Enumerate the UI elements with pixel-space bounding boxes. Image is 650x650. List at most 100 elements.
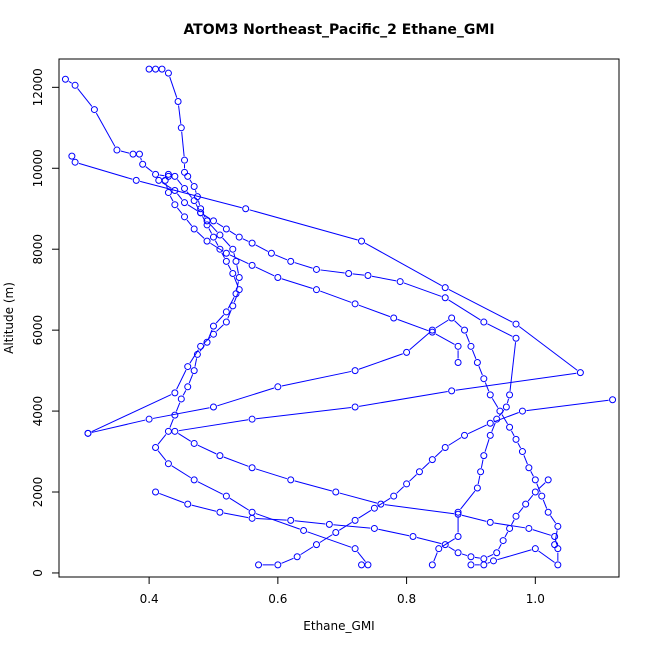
data-point [184, 500, 192, 508]
y-tick-label: 10000 [31, 149, 45, 187]
data-point [525, 464, 533, 472]
data-point [512, 320, 520, 328]
data-point [370, 524, 378, 532]
series-segment [216, 222, 224, 228]
data-point [435, 545, 443, 553]
series-segment [474, 556, 480, 559]
series-segment [145, 166, 153, 173]
data-point [531, 545, 539, 553]
x-tick-label: 0.6 [268, 592, 287, 606]
series-segment [471, 349, 477, 359]
data-point [184, 363, 192, 371]
data-point [454, 549, 462, 557]
data-point [448, 314, 456, 322]
series-segment [478, 366, 483, 376]
series-segment [338, 522, 352, 531]
data-point [448, 387, 456, 395]
data-point [222, 225, 230, 233]
series-segment [196, 231, 205, 239]
series-segment [422, 462, 430, 470]
series-segment [339, 492, 378, 504]
series-segment [461, 553, 468, 557]
series-segment [294, 262, 313, 269]
series-segment [487, 553, 494, 558]
data-point [409, 533, 417, 541]
data-point [222, 249, 230, 257]
series-segment [197, 481, 224, 495]
data-point [209, 403, 217, 411]
data-point [181, 168, 189, 176]
series-segment [358, 509, 372, 519]
data-point [512, 512, 520, 520]
data-point [145, 65, 153, 73]
series-segment [357, 551, 366, 563]
series-segment [274, 254, 288, 261]
series-segment [214, 240, 219, 246]
series-segment [435, 319, 449, 329]
y-axis-label: Altitude (m) [2, 282, 16, 354]
series-4 [84, 170, 462, 437]
series-segment [152, 407, 210, 419]
data-point [332, 528, 340, 536]
series-segment [68, 80, 72, 84]
data-point [216, 231, 224, 239]
series-segment [175, 402, 181, 412]
series-segment [159, 174, 165, 177]
series-segment [176, 193, 183, 200]
series-segment [191, 504, 217, 512]
data-point [61, 75, 69, 83]
series-segment [215, 314, 225, 324]
data-point [441, 294, 449, 302]
data-point [164, 460, 172, 468]
data-point [158, 65, 166, 73]
data-point [152, 170, 160, 178]
data-point [544, 476, 552, 484]
series-segment [454, 320, 462, 328]
data-point [486, 419, 494, 427]
series-segment [555, 540, 558, 545]
data-point [538, 492, 546, 500]
series-segment [281, 278, 313, 289]
series-segment [255, 244, 269, 252]
series-6 [255, 396, 617, 569]
y-axis: 0 2000 4000 6000 8000 10000 12000 [31, 68, 60, 577]
data-point [274, 274, 282, 282]
data-point [152, 488, 160, 496]
series-segment [511, 519, 515, 526]
series-segment [176, 369, 187, 390]
series-segment [294, 520, 326, 525]
series-segment [480, 459, 484, 468]
data-point [486, 431, 494, 439]
series-segment [255, 266, 275, 277]
series-segment [221, 252, 225, 259]
data-point [293, 553, 301, 561]
data-point [480, 318, 488, 326]
chart-title: ATOM3 Northeast_Pacific_2 Ethane_GMI [183, 22, 494, 38]
series-segment [371, 275, 397, 282]
data-point [512, 435, 520, 443]
series-segment [501, 414, 508, 425]
series-segment [358, 304, 391, 318]
series-segment [255, 468, 288, 480]
data-point [190, 182, 198, 190]
data-point [370, 504, 378, 512]
series-segment [409, 474, 417, 482]
data-point [351, 516, 359, 524]
data-point [164, 170, 172, 178]
data-point [274, 561, 282, 569]
data-point [190, 367, 198, 375]
series-segment [281, 557, 294, 564]
data-point [229, 245, 237, 253]
data-point [467, 553, 475, 561]
data-point [499, 537, 507, 545]
data-point [132, 176, 140, 184]
data-point [396, 278, 404, 286]
data-point [312, 265, 320, 273]
series-segment [181, 131, 185, 157]
series-segment [358, 391, 448, 407]
data-point [531, 476, 539, 484]
data-point [551, 541, 559, 549]
y-tick-label: 2000 [31, 477, 45, 508]
data-point [152, 65, 160, 73]
data-point [345, 269, 353, 277]
